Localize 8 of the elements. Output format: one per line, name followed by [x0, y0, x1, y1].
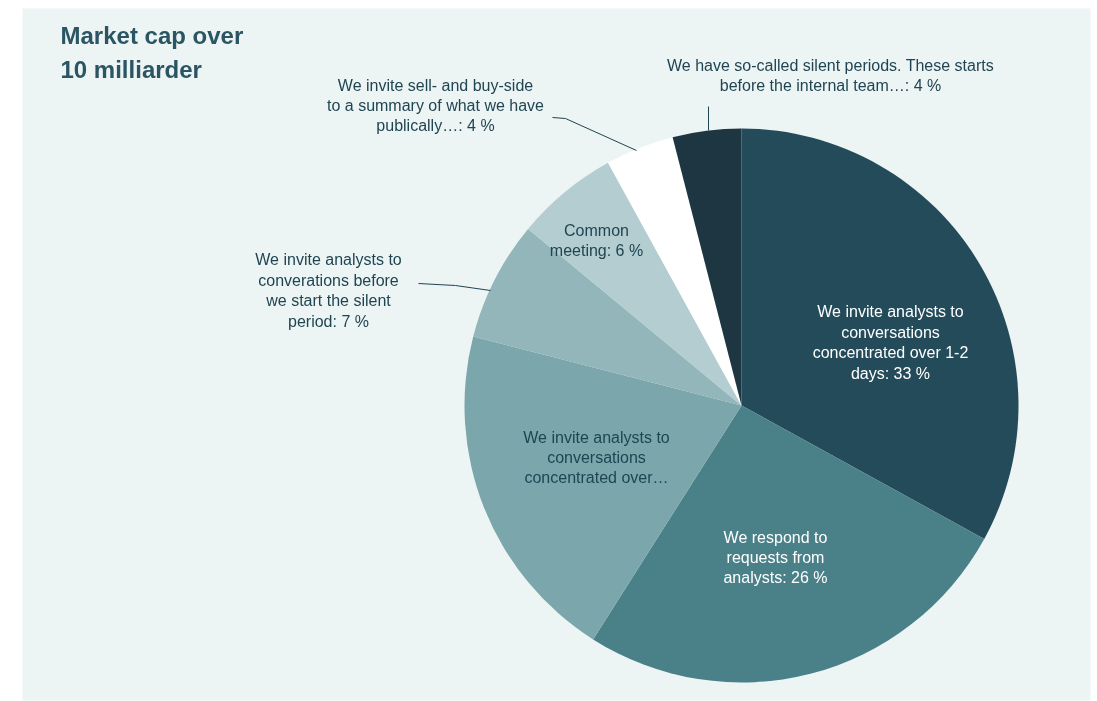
- slice-label: We have so-called silent periods. These starts before the internal team…: 4 %: [667, 56, 994, 95]
- slice-label: We invite sell- and buy-side to a summary of what we have publically…: 4 %: [327, 76, 545, 135]
- slice-label: We invite analysts to converations before we start the silent period: 7 %: [255, 251, 402, 330]
- slice-label: We invite analysts to conversations concentrated over…: [523, 428, 670, 487]
- chart-title: Market cap over 10 milliarder: [60, 22, 244, 83]
- slice-label: Common meeting: 6 %: [549, 221, 644, 260]
- slice-label: We invite analysts to conversations concentrated over 1-2 days: 33 %: [812, 303, 969, 382]
- slice-label: We respond to requests from analysts: 26 %: [723, 528, 828, 587]
